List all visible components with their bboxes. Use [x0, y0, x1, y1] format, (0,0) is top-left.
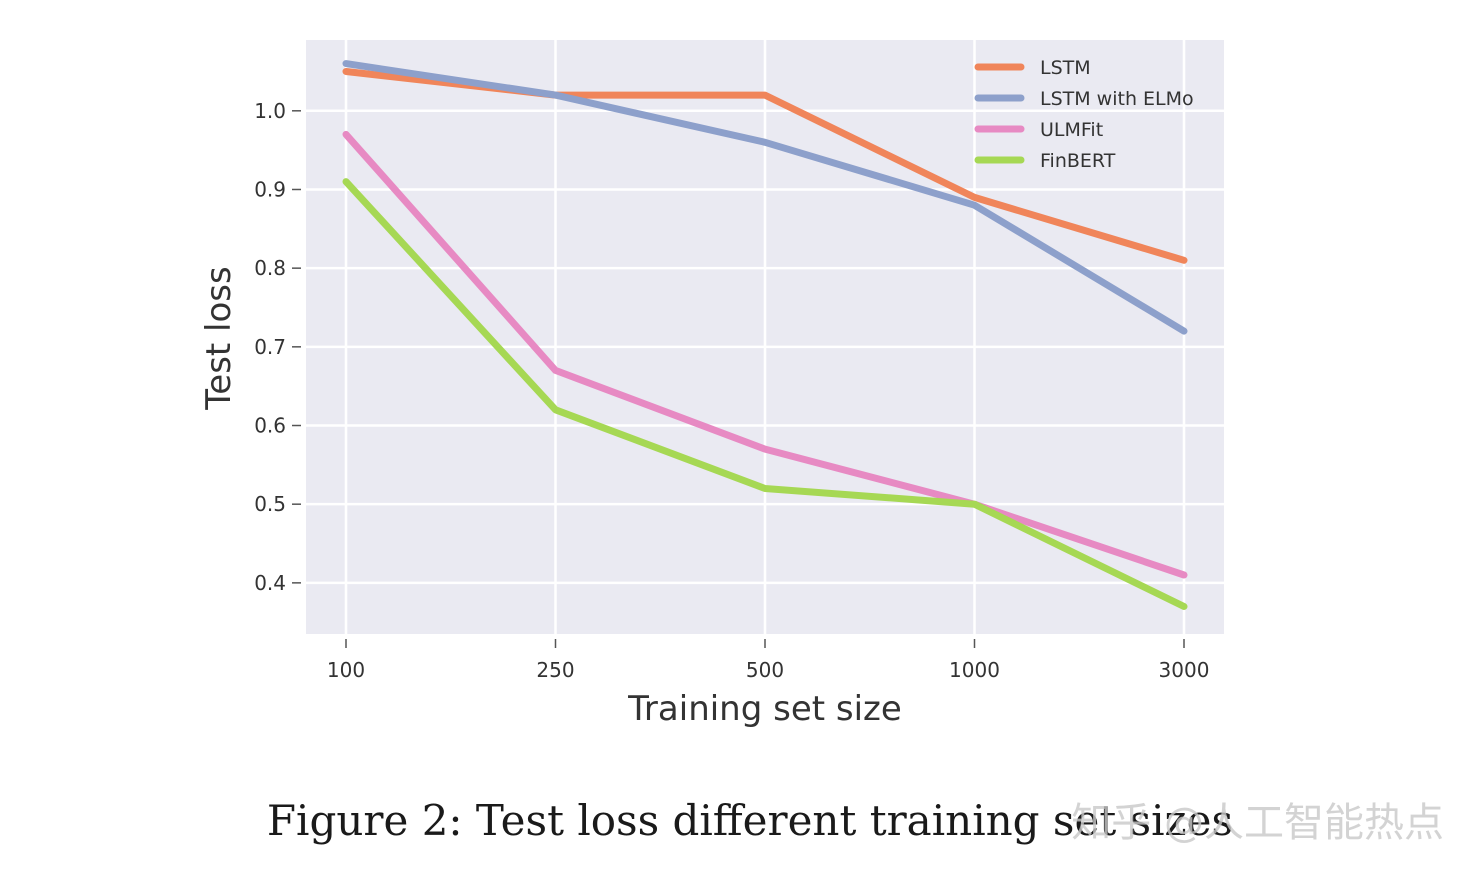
y-tick-label: 0.9: [254, 177, 286, 201]
y-tick-label: 0.6: [254, 414, 286, 438]
y-tick-label: 0.5: [254, 492, 286, 516]
x-tick-label: 250: [536, 658, 574, 682]
y-tick-label: 0.7: [254, 335, 286, 359]
series-lines: [342, 60, 1188, 610]
legend-label-finbert: FinBERT: [1040, 150, 1116, 172]
x-axis-title: Training set size: [627, 689, 902, 729]
x-tick-label: 100: [327, 658, 365, 682]
x-tick-label: 500: [746, 658, 784, 682]
y-tick-label: 0.8: [254, 256, 286, 280]
legend: LSTM LSTM with ELMo ULMFit FinBERT: [974, 57, 1194, 172]
y-axis-ticks: 0.4 0.5 0.6 0.7 0.8 0.9 1.0: [254, 99, 301, 595]
series-line-lstm-with-elmo: [342, 60, 1188, 335]
series-line-finbert: [342, 178, 1188, 610]
series-line-ulmfit: [342, 130, 1188, 579]
legend-label-lstm: LSTM: [1040, 57, 1091, 79]
legend-label-ulmfit: ULMFit: [1040, 119, 1103, 141]
x-tick-label: 1000: [949, 658, 1000, 682]
x-axis-ticks: 100 250 500 1000 3000: [327, 639, 1210, 682]
figure-caption: Figure 2: Test loss different training s…: [266, 796, 1234, 845]
legend-label-lstm-with-elmo: LSTM with ELMo: [1040, 88, 1194, 110]
y-axis-title: Test loss: [199, 266, 239, 410]
x-tick-label: 3000: [1159, 658, 1210, 682]
watermark: 知乎 @人工智能热点: [1071, 800, 1444, 846]
y-tick-label: 1.0: [254, 99, 286, 123]
y-tick-label: 0.4: [254, 571, 286, 595]
